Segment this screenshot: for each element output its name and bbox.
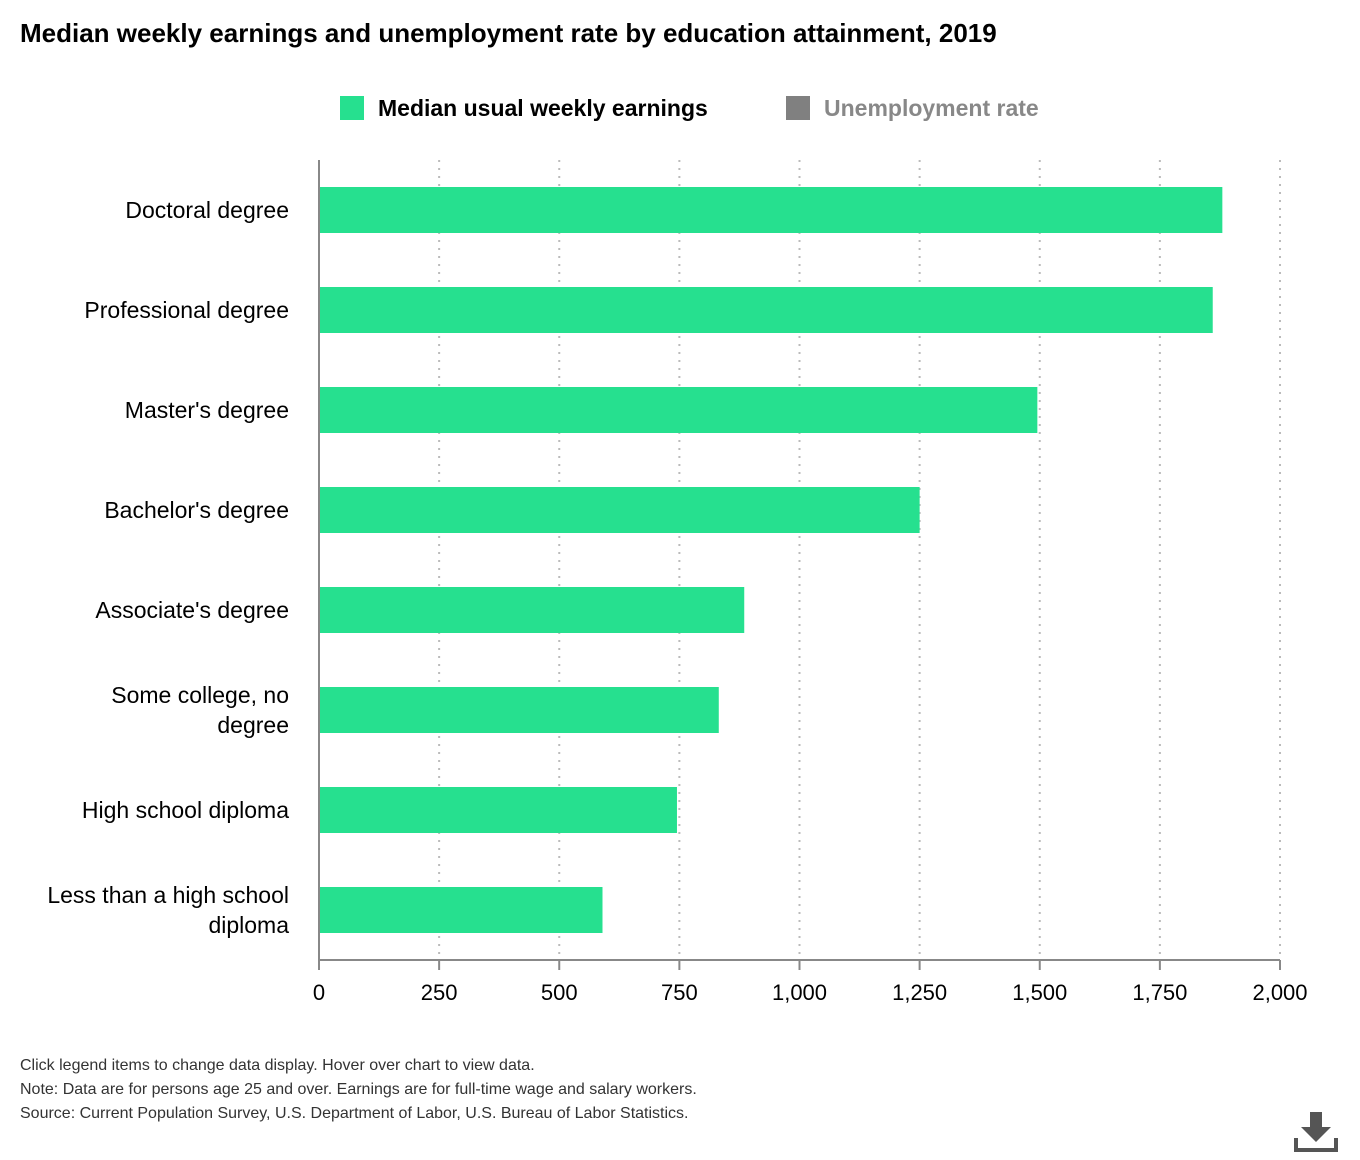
legend: Median usual weekly earnings Unemploymen… — [0, 92, 1360, 124]
category-label: Master's degree — [125, 397, 289, 423]
legend-label-unemployment: Unemployment rate — [824, 94, 1039, 121]
x-tick-label: 1,750 — [1132, 980, 1187, 1005]
bar-median-earnings[interactable] — [319, 487, 920, 533]
tick-labels: 0 250 500 750 1,000 1,250 1,500 1,750 2,000 — [313, 980, 1308, 1005]
bar-median-earnings[interactable] — [319, 887, 603, 933]
x-tick-label: 1,000 — [772, 980, 827, 1005]
legend-label-earnings: Median usual weekly earnings — [378, 94, 708, 121]
note-instructions: Click legend items to change data displa… — [20, 1057, 535, 1074]
bar-median-earnings[interactable] — [319, 387, 1038, 433]
x-tick-label: 0 — [313, 980, 325, 1005]
note-data: Note: Data are for persons age 25 and ov… — [20, 1081, 697, 1098]
download-icon[interactable] — [1293, 1108, 1339, 1154]
category-label: Some college, no degree — [111, 682, 289, 738]
category-label: Bachelor's degree — [104, 497, 289, 523]
category-labels: Doctoral degree Professional degree Master… — [47, 197, 289, 938]
chart-notes: Click legend items to change data displa… — [20, 1054, 697, 1126]
x-tick-label: 250 — [421, 980, 458, 1005]
bar-median-earnings[interactable] — [319, 587, 745, 633]
download-icon-arrowhead — [1301, 1127, 1331, 1142]
category-label: High school diploma — [82, 797, 289, 823]
x-tick-label: 500 — [541, 980, 578, 1005]
axes — [318, 160, 1281, 970]
legend-swatch-earnings — [340, 96, 364, 120]
bar-median-earnings[interactable] — [319, 187, 1223, 233]
category-label: Professional degree — [84, 297, 289, 323]
chart-title: Median weekly earnings and unemployment … — [20, 18, 997, 48]
legend-item-unemployment-rate[interactable]: Unemployment rate — [786, 92, 1039, 124]
bar-median-earnings[interactable] — [319, 287, 1213, 333]
legend-swatch-unemployment — [786, 96, 810, 120]
bar-median-earnings[interactable] — [319, 787, 677, 833]
note-source: Source: Current Population Survey, U.S. … — [20, 1105, 689, 1122]
download-icon-shaft — [1310, 1112, 1322, 1128]
category-label: Doctoral degree — [125, 197, 289, 223]
bars — [319, 187, 1223, 933]
x-tick-label: 2,000 — [1252, 980, 1307, 1005]
bar-median-earnings[interactable] — [319, 687, 719, 733]
category-label: Less than a high school diploma — [47, 882, 289, 938]
legend-item-median-earnings[interactable]: Median usual weekly earnings — [340, 92, 708, 124]
bar-chart[interactable]: Doctoral degree Professional degree Master… — [0, 140, 1360, 1020]
grid-lines — [438, 160, 1281, 960]
category-label: Associate's degree — [95, 597, 289, 623]
x-tick-label: 1,250 — [892, 980, 947, 1005]
x-tick-label: 1,500 — [1012, 980, 1067, 1005]
download-icon-tray — [1294, 1138, 1338, 1152]
x-tick-label: 750 — [661, 980, 698, 1005]
